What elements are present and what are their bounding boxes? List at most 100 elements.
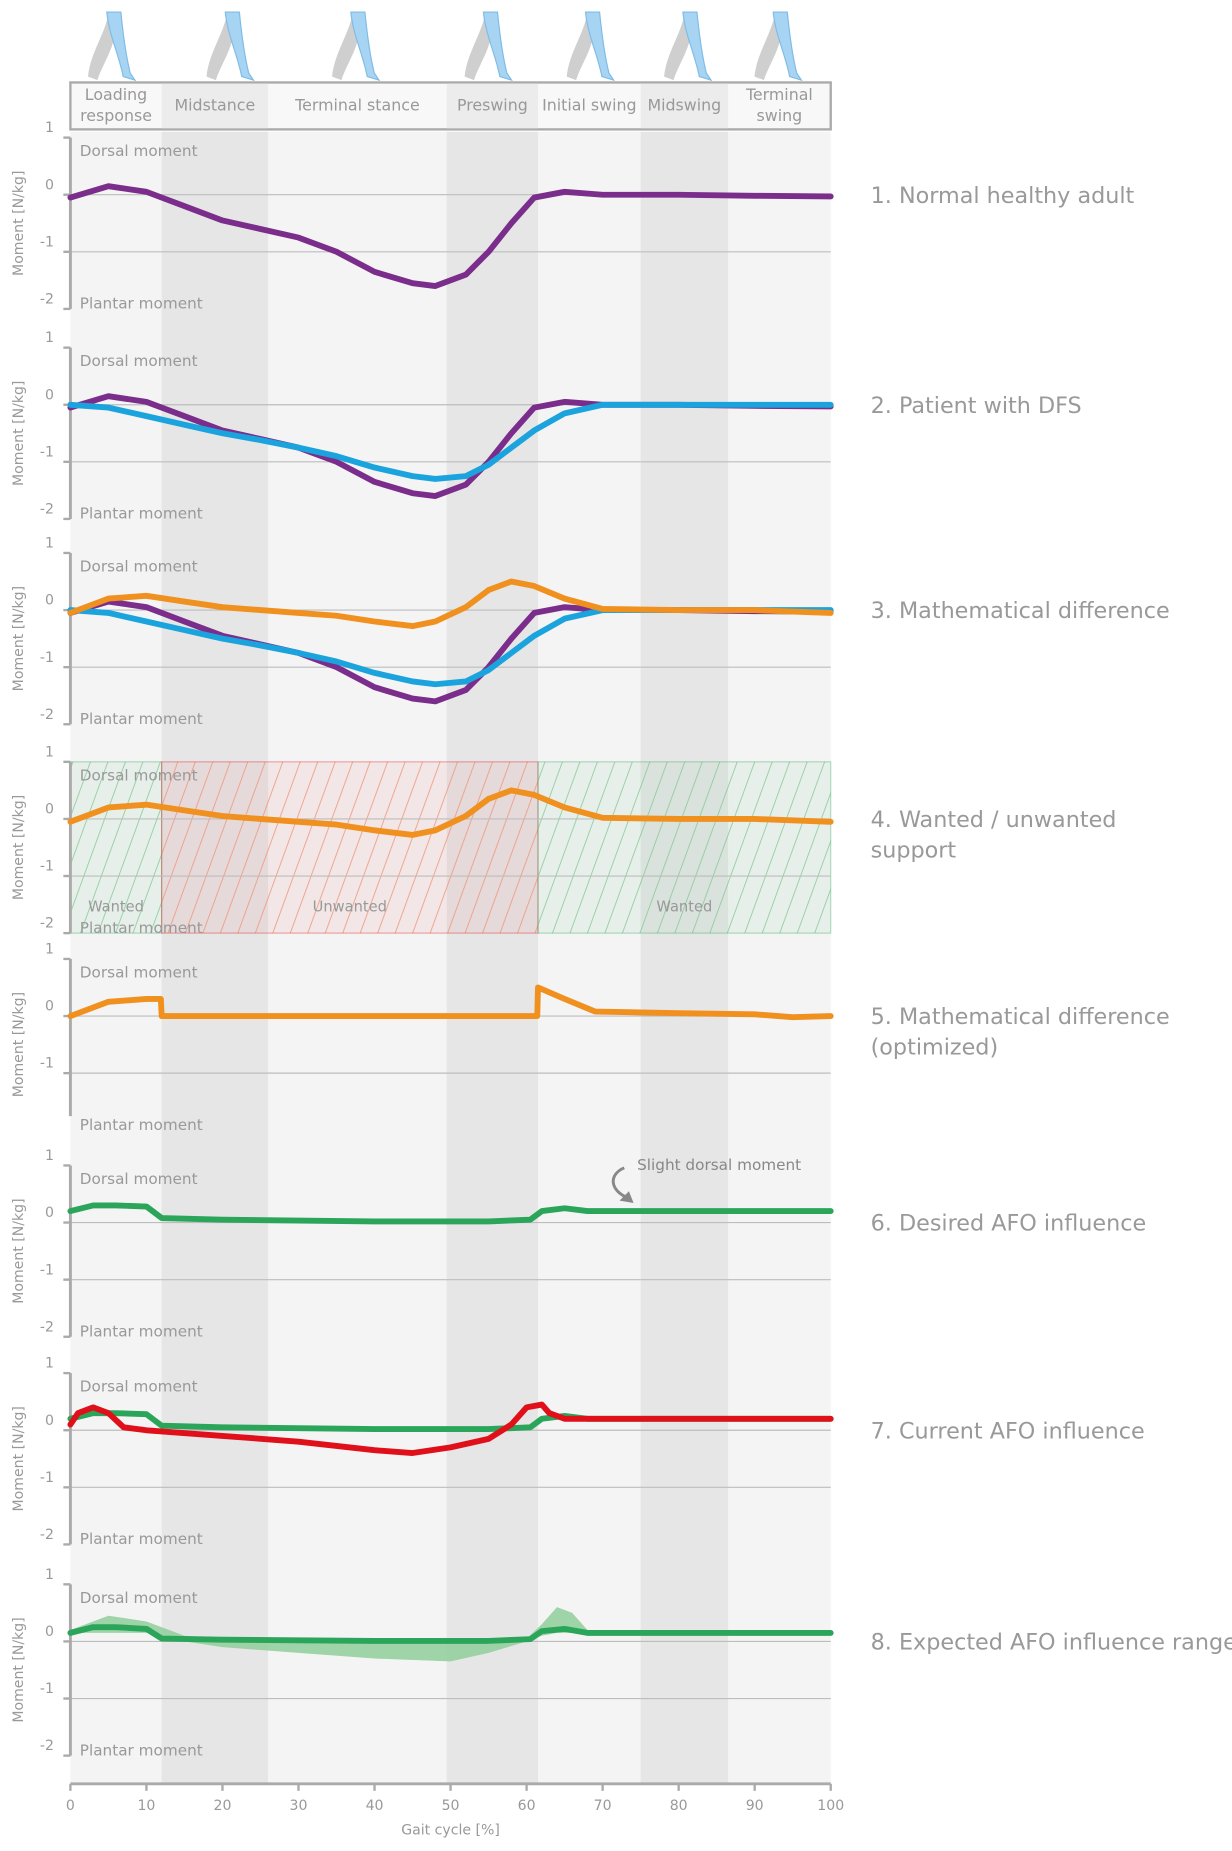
- y-tick-label: 1: [45, 1148, 54, 1164]
- phase-header-band: [640, 83, 729, 129]
- panel: 1 0 -1 -2 Moment [N/kg] Dorsal moment Plantar …: [11, 120, 1135, 312]
- region: [69, 761, 163, 934]
- panel-title: 1. Normal healthy adult: [871, 183, 1135, 209]
- panel-title: 2. Patient with DFS: [871, 393, 1082, 419]
- y-tick-label: 0: [45, 1413, 54, 1429]
- y-tick-label: -1: [40, 1262, 54, 1278]
- line: [67, 1624, 834, 1644]
- line: [67, 1202, 834, 1225]
- y-tick-label: 1: [45, 1356, 54, 1372]
- y-tick-label: -2: [40, 1738, 54, 1754]
- y-tick-label: -1: [40, 1470, 54, 1486]
- y-tick-label: -1: [40, 859, 54, 875]
- y-tick-label: -2: [40, 1319, 54, 1335]
- panel-title: 4. Wanted / unwanted: [871, 807, 1117, 833]
- x-tick-label: 60: [518, 1798, 536, 1814]
- dorsal-label: Dorsal moment: [80, 1589, 198, 1607]
- dorsal-label: Dorsal moment: [80, 352, 198, 370]
- y-tick-label: 1: [45, 536, 54, 552]
- dorsal-label: Dorsal moment: [80, 142, 198, 160]
- x-tick-label: 10: [137, 1798, 155, 1814]
- plantar-label: Plantar moment: [80, 1116, 203, 1134]
- y-axis-label: Moment [N/kg]: [11, 1406, 27, 1511]
- annotation: Slight dorsal moment: [637, 1156, 801, 1174]
- phase-label: Loading: [85, 85, 147, 104]
- region-label: Wanted: [88, 898, 144, 915]
- panel: 1 0 -1 -2 Moment [N/kg] Dorsal moment Plantar …: [11, 1567, 1232, 1760]
- y-tick-label: 0: [45, 1624, 54, 1640]
- panel-title: (optimized): [871, 1035, 999, 1061]
- dorsal-label: Dorsal moment: [80, 964, 198, 982]
- line: [67, 984, 834, 1021]
- y-tick-label: -2: [40, 502, 54, 518]
- region-tint: [70, 761, 162, 934]
- phase-label: response: [80, 106, 152, 125]
- y-tick-label: -1: [40, 234, 54, 250]
- y-tick-label: 1: [45, 1567, 54, 1583]
- region-label: Unwanted: [313, 898, 387, 915]
- phase-header-band: [161, 83, 269, 129]
- plantar-label: Plantar moment: [80, 1741, 203, 1759]
- phase-label: Terminal: [745, 85, 813, 104]
- region-tint: [161, 761, 538, 934]
- panel: 1 0 -1 -2 Moment [N/kg] Dorsal moment Plantar …: [11, 330, 1082, 522]
- dorsal-label: Dorsal moment: [80, 1378, 198, 1396]
- panel-title: 3. Mathematical difference: [871, 598, 1170, 624]
- y-tick-label: 0: [45, 1205, 54, 1221]
- dorsal-label: Dorsal moment: [80, 558, 198, 576]
- y-tick-label: 0: [45, 593, 54, 609]
- line: [67, 787, 834, 838]
- plantar-label: Plantar moment: [80, 295, 203, 313]
- phase-label: Terminal stance: [294, 95, 420, 114]
- y-tick-label: -1: [40, 444, 54, 460]
- line: [67, 1401, 834, 1456]
- y-axis-label: Moment [N/kg]: [11, 381, 27, 486]
- x-tick-label: 40: [366, 1798, 384, 1814]
- x-tick-label: 50: [442, 1798, 460, 1814]
- x-tick-label: 90: [746, 1798, 764, 1814]
- panel: 1 0 -1 Moment [N/kg] Dorsal moment Plantar mo…: [11, 942, 1170, 1134]
- y-tick-label: 1: [45, 744, 54, 760]
- region: [161, 761, 539, 934]
- panel-title: 5. Mathematical difference: [871, 1004, 1170, 1030]
- plantar-label: Plantar moment: [80, 919, 203, 937]
- phase-band: [446, 131, 538, 1784]
- y-tick-label: -2: [40, 1527, 54, 1543]
- y-tick-label: 1: [45, 120, 54, 136]
- panel: 1 0 -1 -2 Moment [N/kg] Dorsal moment Plantar …: [11, 1356, 1145, 1549]
- y-tick-label: 0: [45, 999, 54, 1015]
- panel: Wanted Unwanted Wanted 1 0 -1 -2 Moment [N/kg] D…: [11, 744, 1117, 936]
- phase-band: [161, 131, 269, 1784]
- line: [67, 607, 834, 688]
- line: [67, 183, 834, 289]
- panel-title: 8. Expected AFO influence range: [871, 1629, 1232, 1655]
- y-axis-label: Moment [N/kg]: [11, 1198, 27, 1303]
- plantar-label: Plantar moment: [80, 505, 203, 523]
- region: [537, 761, 832, 934]
- y-tick-label: -2: [40, 916, 54, 932]
- panel-title: 7. Current AFO influence: [871, 1418, 1145, 1444]
- phase-label: swing: [757, 106, 803, 125]
- y-tick-label: 1: [45, 330, 54, 346]
- x-tick-label: 70: [594, 1798, 612, 1814]
- y-tick-label: -1: [40, 1681, 54, 1697]
- y-tick-label: 0: [45, 177, 54, 193]
- panel-title: support: [871, 837, 957, 863]
- panel: 1 0 -1 -2 Moment [N/kg] Dorsal moment Plantar …: [11, 536, 1170, 729]
- y-tick-label: 1: [45, 942, 54, 958]
- dorsal-label: Dorsal moment: [80, 1170, 198, 1188]
- leg-icons: [87, 11, 802, 81]
- line: [67, 401, 834, 482]
- y-axis-label: Moment [N/kg]: [11, 1617, 27, 1722]
- phase-header-band: [446, 83, 538, 129]
- plantar-label: Plantar moment: [80, 710, 203, 728]
- x-tick-label: 0: [66, 1798, 75, 1814]
- y-tick-label: 0: [45, 802, 54, 818]
- y-tick-label: -2: [40, 292, 54, 308]
- y-axis-label: Moment [N/kg]: [11, 586, 27, 691]
- panel: 1 0 -1 -2 Moment [N/kg] Dorsal moment Plantar …: [11, 1148, 1146, 1341]
- y-tick-label: -2: [40, 707, 54, 723]
- annotation-arrowhead: [619, 1191, 634, 1203]
